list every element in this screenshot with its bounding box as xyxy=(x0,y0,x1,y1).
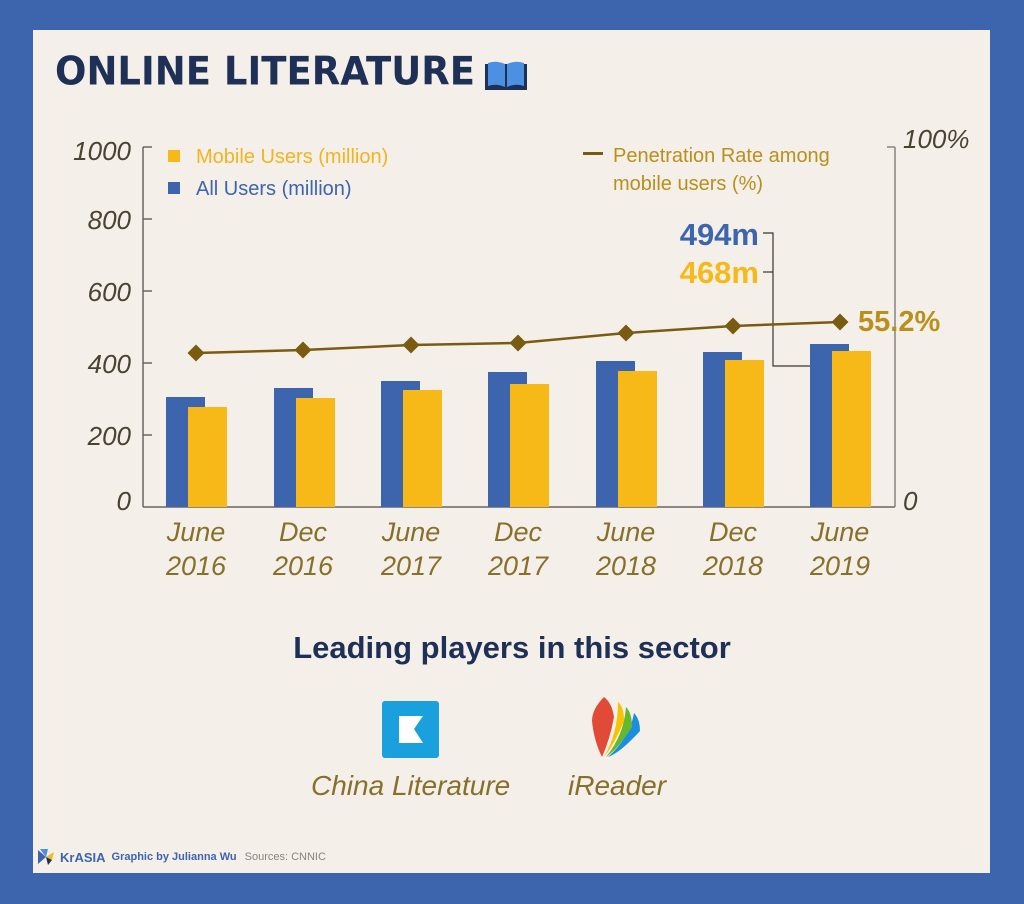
left-axis-label-800: 800 xyxy=(88,205,132,235)
bar-mobile-users-dec2016 xyxy=(296,398,335,507)
legend-penetration-label-2: mobile users (%) xyxy=(613,173,764,195)
right-axis-label-0: 0 xyxy=(903,486,918,516)
left-axis-label-600: 600 xyxy=(88,277,132,307)
footer-brand: KrASIA xyxy=(60,849,106,865)
footer-credit: Graphic by Julianna Wu xyxy=(111,851,237,863)
bar-mobile-users-jun2018 xyxy=(618,371,657,507)
x-label-line2: 2016 xyxy=(272,551,334,581)
legend-mobile-users: Mobile Users (million) xyxy=(168,146,388,169)
footer: KrASIA Graphic by Julianna Wu Sources: C… xyxy=(36,848,326,866)
x-label-line2: 2019 xyxy=(809,551,870,581)
x-label-line1: Dec xyxy=(709,517,758,547)
player-name-ireader: iReader xyxy=(568,770,667,801)
mobile-users-swatch-icon xyxy=(168,149,180,162)
left-axis-ticks xyxy=(143,146,152,436)
annotation-connector xyxy=(763,232,810,367)
annotation-penetration-latest: 55.2% xyxy=(858,306,940,338)
annotation-mobile-users-latest: 468m xyxy=(680,255,759,290)
annotation-all-users-latest: 494m xyxy=(680,217,759,252)
penetration-markers xyxy=(187,313,849,362)
bars xyxy=(166,344,871,507)
x-axis-labels: June 2016 Dec 2016 June 2017 Dec 2017 Ju… xyxy=(165,517,870,581)
penetration-line-swatch-icon xyxy=(583,152,603,156)
x-label-line1: June xyxy=(166,517,226,547)
bar-mobile-users-jun2019 xyxy=(832,351,871,507)
legend-penetration-label-1: Penetration Rate among xyxy=(613,145,830,167)
open-book-icon xyxy=(485,61,527,90)
legend-mobile-users-label: Mobile Users (million) xyxy=(196,146,389,168)
legend-penetration-rate: Penetration Rate among mobile users (%) xyxy=(583,142,830,198)
x-label-line2: 2017 xyxy=(380,551,442,581)
bar-mobile-users-jun2017 xyxy=(403,390,442,507)
page-title: ONLINE LITERATURE xyxy=(55,48,476,95)
krasia-logo-icon xyxy=(38,849,54,865)
x-label-line2: 2017 xyxy=(487,551,549,581)
bar-mobile-users-dec2018 xyxy=(725,360,764,507)
right-axis-label-100: 100% xyxy=(903,124,970,154)
left-axis-label-400: 400 xyxy=(88,349,132,379)
ireader-logo-icon xyxy=(592,697,640,757)
all-users-swatch-icon xyxy=(168,181,180,194)
x-label-line1: June xyxy=(810,517,870,547)
x-label-line2: 2018 xyxy=(702,551,763,581)
legend-all-users: All Users (million) xyxy=(168,178,352,201)
x-label-line2: 2016 xyxy=(165,551,227,581)
x-label-line2: 2018 xyxy=(595,551,656,581)
bar-mobile-users-jun2016 xyxy=(188,407,227,507)
china-literature-logo-icon xyxy=(382,701,439,758)
legend-all-users-label: All Users (million) xyxy=(196,178,352,200)
bar-mobile-users-dec2017 xyxy=(510,384,549,507)
footer-sources: Sources: CNNIC xyxy=(244,851,326,863)
left-axis-label-0: 0 xyxy=(117,486,132,516)
player-name-china-literature: China Literature xyxy=(311,770,511,801)
section-title: Leading players in this sector xyxy=(293,630,731,665)
left-axis-label-1000: 1000 xyxy=(73,136,131,166)
x-label-line1: Dec xyxy=(494,517,543,547)
x-label-line1: June xyxy=(381,517,441,547)
x-label-line1: Dec xyxy=(279,517,328,547)
left-axis-label-200: 200 xyxy=(87,421,132,451)
x-label-line1: June xyxy=(596,517,656,547)
